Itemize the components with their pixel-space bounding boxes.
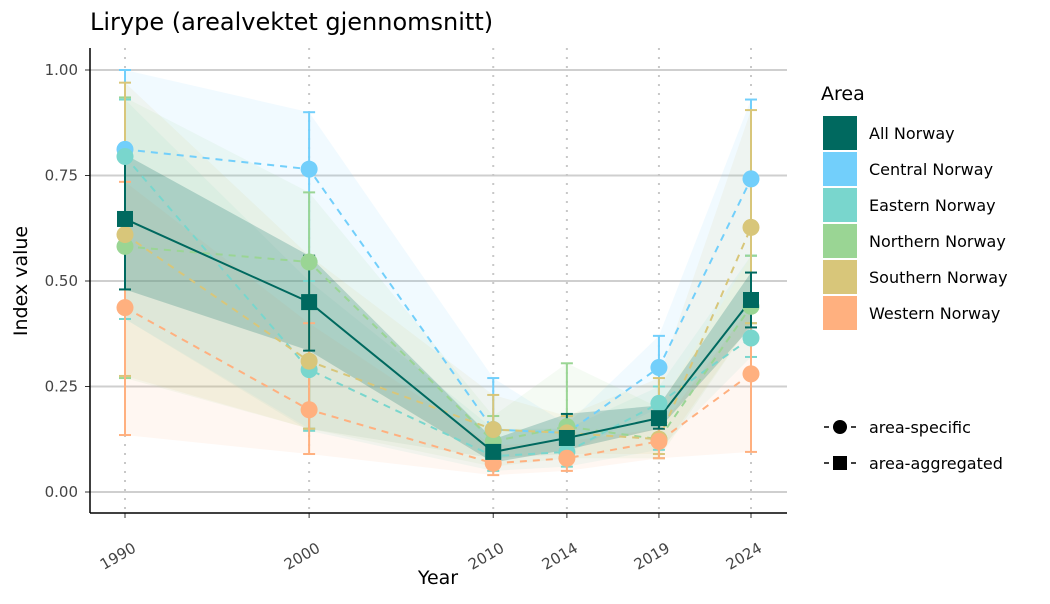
point-circle bbox=[116, 148, 134, 166]
line-all-norway bbox=[124, 218, 752, 453]
point-circle bbox=[742, 365, 760, 383]
legend-label: Western Norway bbox=[869, 304, 1000, 323]
legend-swatch bbox=[823, 116, 857, 150]
line-southern-norway bbox=[124, 227, 752, 441]
circle-icon bbox=[833, 420, 847, 434]
legend-label: Southern Norway bbox=[869, 268, 1008, 287]
points bbox=[116, 140, 760, 472]
point-circle bbox=[300, 352, 318, 370]
shape-legend-label: area-specific bbox=[869, 418, 971, 437]
point-circle bbox=[650, 432, 668, 450]
legend: All Norway Central Norway Eastern Norway No… bbox=[823, 116, 1008, 330]
point-circle bbox=[116, 237, 134, 255]
x-axis-label: Year bbox=[417, 567, 458, 589]
ribbon-southern-norway bbox=[125, 82, 751, 459]
chart-title: Lirype (arealvektet gjennomsnitt) bbox=[90, 8, 493, 36]
point-circle bbox=[300, 160, 318, 178]
point-circle bbox=[300, 253, 318, 271]
square-icon bbox=[833, 456, 847, 470]
point-square bbox=[117, 210, 133, 227]
point-square bbox=[558, 429, 575, 446]
x-tick-label: 2019 bbox=[631, 539, 673, 574]
legend-label: Eastern Norway bbox=[869, 196, 996, 215]
x-tick-label: 1990 bbox=[97, 539, 139, 574]
point-square bbox=[743, 291, 759, 308]
legend-swatch bbox=[823, 188, 857, 222]
series-lines bbox=[124, 148, 752, 465]
legend-swatch bbox=[823, 152, 857, 186]
legend-label: Northern Norway bbox=[869, 232, 1006, 251]
legend-title: Area bbox=[821, 83, 865, 105]
legend-label: All Norway bbox=[869, 124, 955, 143]
point-circle bbox=[484, 421, 502, 439]
x-tick-label: 2000 bbox=[281, 539, 323, 574]
ribbon-eastern-norway bbox=[125, 99, 751, 471]
legend-swatch bbox=[823, 296, 857, 330]
ribbon-western-norway bbox=[125, 181, 751, 476]
legend-swatch bbox=[823, 260, 857, 294]
y-axis-label: Index value bbox=[10, 226, 32, 336]
y-tick-label: 0.25 bbox=[45, 378, 78, 396]
legend-swatch bbox=[823, 224, 857, 258]
x-tick-label: 2024 bbox=[723, 539, 765, 574]
y-tick-label: 0.50 bbox=[45, 272, 78, 290]
y-tick-label: 1.00 bbox=[45, 61, 78, 79]
point-circle bbox=[558, 449, 576, 467]
point-square bbox=[485, 443, 502, 460]
point-circle bbox=[742, 329, 760, 347]
point-square bbox=[650, 410, 667, 427]
ribbon-northern-norway bbox=[125, 97, 751, 467]
point-square bbox=[301, 294, 318, 311]
y-tick-label: 0.75 bbox=[45, 167, 78, 185]
ribbon-all-norway bbox=[125, 154, 751, 463]
line-eastern-norway bbox=[124, 155, 752, 458]
point-circle bbox=[650, 394, 668, 412]
point-circle bbox=[742, 170, 760, 188]
point-circle bbox=[116, 299, 134, 317]
point-circle bbox=[300, 401, 318, 419]
y-tick-label: 0.00 bbox=[45, 483, 78, 501]
legend-label: Central Norway bbox=[869, 160, 993, 179]
point-circle bbox=[116, 226, 134, 244]
line-western-norway bbox=[124, 306, 752, 465]
x-tick-label: 2010 bbox=[465, 539, 507, 574]
shape-legend-label: area-aggregated bbox=[869, 454, 1003, 473]
shape-legend: area-specific area-aggregated bbox=[824, 418, 1003, 473]
point-circle bbox=[650, 359, 668, 377]
x-tick-label: 2014 bbox=[539, 539, 581, 574]
point-circle bbox=[742, 218, 760, 236]
